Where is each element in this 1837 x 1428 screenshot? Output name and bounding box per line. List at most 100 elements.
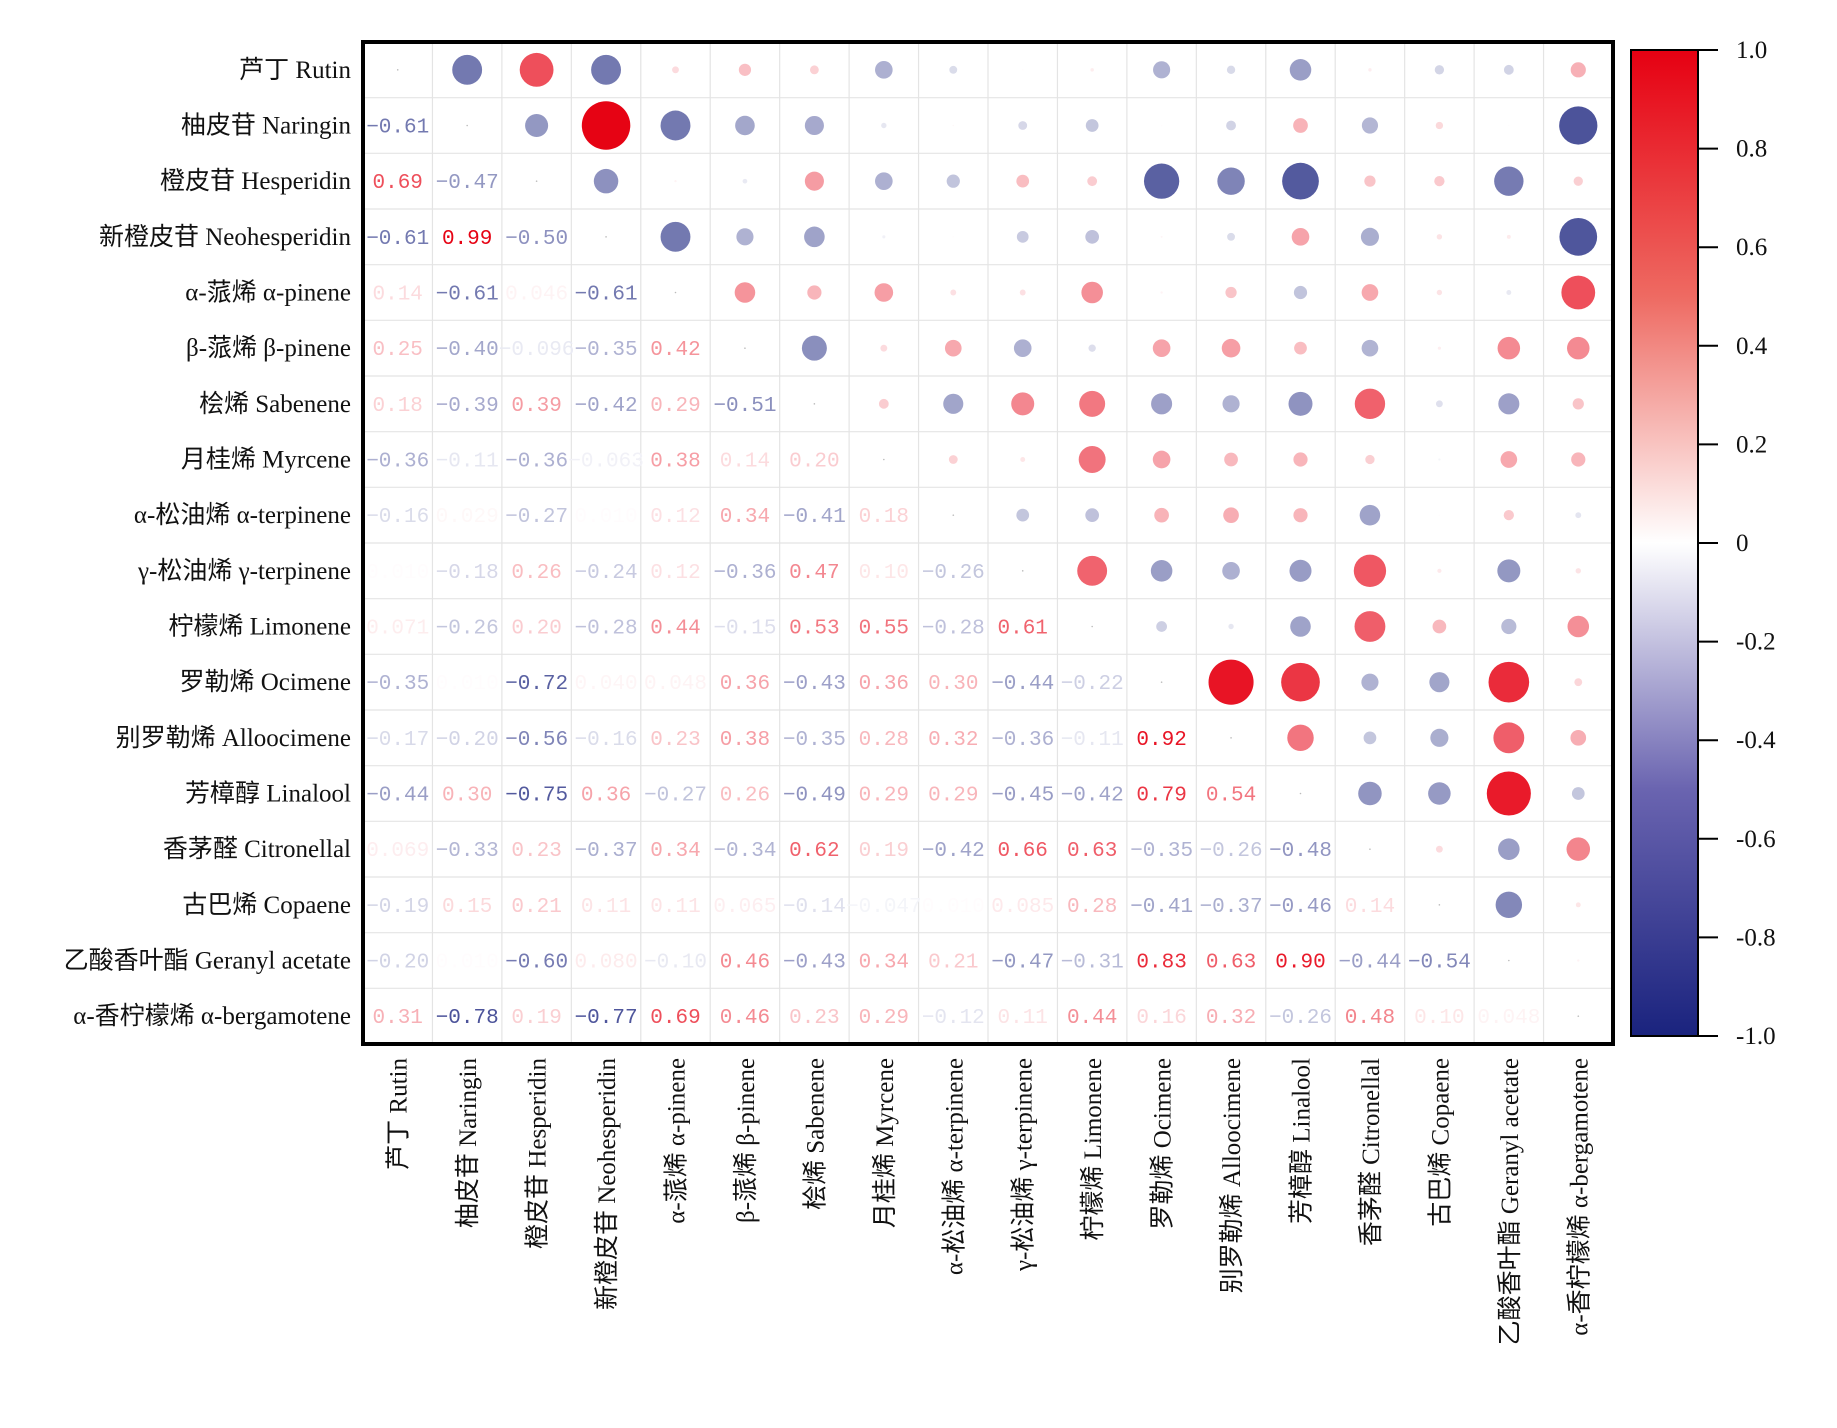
cell-value-label: 0.040 [575,673,638,696]
correlation-circle [1566,837,1591,861]
cell-value-label: 0.28 [1067,896,1117,919]
cell-value-label: 0.065 [713,896,776,919]
cell-value-label: −0.46 [1269,896,1332,919]
correlation-circle [1438,458,1441,461]
correlation-circle [742,178,748,184]
cell-value-label: 0.61 [998,618,1048,641]
correlation-circle [1221,338,1241,358]
correlation-circle [736,228,754,246]
correlation-circle [948,455,958,464]
cell-value-label: 0.26 [720,785,770,808]
row-label: 桧烯 Sabenene [199,390,351,418]
cell-value-label: 0.10 [1414,1007,1464,1030]
cell-value-label: −0.61 [366,228,429,251]
correlation-circle [1577,959,1580,962]
correlation-circle [1361,117,1379,134]
cell-value-label: −0.16 [575,729,638,752]
matrix-cells: −0.61 0.69 −0.47 −0.61 0.99 −0.50 0.14 −0.61 0.0… [366,52,1598,1030]
cell-value-label: −0.42 [575,395,638,418]
cell-value-label: −0.75 [505,785,568,808]
row-label: 橙皮苷 Hesperidin [160,167,351,195]
cell-value-label: 0.32 [928,729,978,752]
correlation-circle [1570,62,1586,78]
cell-value-label: 0.29 [650,395,700,418]
cell-value-label: −0.45 [991,785,1054,808]
correlation-circle [944,339,962,357]
cell-value-label: 0.029 [436,506,499,529]
cell-value-label: −0.14 [783,896,846,919]
correlation-circle [1079,390,1106,417]
correlation-circle [1293,452,1308,467]
diagonal-dot [1438,904,1441,906]
correlation-circle [1223,507,1239,524]
correlation-circle [1018,121,1028,130]
correlation-circle [1361,284,1379,301]
correlation-circle [1435,121,1444,130]
correlation-circle [875,61,893,79]
correlation-circle [946,174,960,188]
row-label: 罗勒烯 Ocimene [180,668,352,696]
cell-value-label: 0.62 [789,840,839,863]
correlation-circle [1428,782,1451,805]
correlation-circle [672,66,679,74]
cell-value-label: −0.43 [783,952,846,975]
cell-value-label: 0.11 [998,1007,1048,1030]
cell-value-label: 0.20 [511,618,561,641]
correlation-circle [525,113,549,138]
cell-value-label: 0.010 [436,673,499,696]
cell-value-label: 0.79 [1136,785,1186,808]
cell-value-label: −0.11 [436,451,499,474]
correlation-circle [1364,175,1376,187]
correlation-circle [660,110,691,141]
diagonal-dot [1091,625,1093,628]
cell-value-label: −0.72 [505,673,568,696]
correlation-circle [1228,623,1234,630]
diagonal-dot [535,180,538,182]
row-label: 柠檬烯 Limonene [168,613,351,641]
correlation-circle [1436,289,1443,296]
diagonal-dot [605,236,607,238]
correlation-circle [1432,619,1447,634]
correlation-circle [1222,395,1240,413]
correlation-circle [1143,163,1180,199]
correlation-circle [1354,611,1386,642]
cell-value-label: 0.11 [581,896,631,919]
row-label: α-香柠檬烯 α-bergamotene [73,1002,351,1030]
correlation-circle [1429,672,1450,693]
colorbar-tick-label: 0.8 [1736,136,1767,163]
cell-value-label: 0.47 [789,562,839,585]
cell-value-label: 0.29 [928,785,978,808]
cell-value-label: 0.36 [859,673,909,696]
cell-value-label: −0.37 [575,840,638,863]
correlation-circle [1293,285,1308,300]
cell-value-label: 0.46 [720,1007,770,1030]
cell-value-label: −0.35 [783,729,846,752]
cell-value-label: −0.39 [436,395,499,418]
colorbar-gradient [1630,49,1699,1037]
correlation-circle [1151,393,1173,415]
cell-value-label: 0.010 [436,952,499,975]
diagonal-dot [1299,792,1302,795]
cell-value-label: −0.42 [1061,785,1124,808]
cell-value-label: −0.27 [644,785,707,808]
correlation-circle [1498,838,1520,860]
column-label: 古巴烯 Copaene [1426,1058,1454,1227]
column-label: 柚皮苷 Naringin [454,1058,482,1229]
correlation-circle [1016,230,1029,243]
correlation-circle [452,54,483,85]
column-label: α-蒎烯 α-pinene [663,1058,691,1224]
correlation-circle [880,344,888,352]
correlation-circle [1508,124,1510,127]
cell-value-label: 0.69 [650,1007,700,1030]
correlation-circle [804,115,824,136]
cell-value-label: −0.26 [1200,840,1263,863]
correlation-circle [1225,286,1237,299]
cell-value-label: −0.43 [783,673,846,696]
cell-value-label: −0.20 [366,952,429,975]
cell-value-label: 0.38 [650,451,700,474]
correlation-circle [952,236,955,238]
correlation-circle [1436,234,1443,240]
correlation-circle [1435,845,1443,853]
correlation-circle [1227,232,1235,241]
